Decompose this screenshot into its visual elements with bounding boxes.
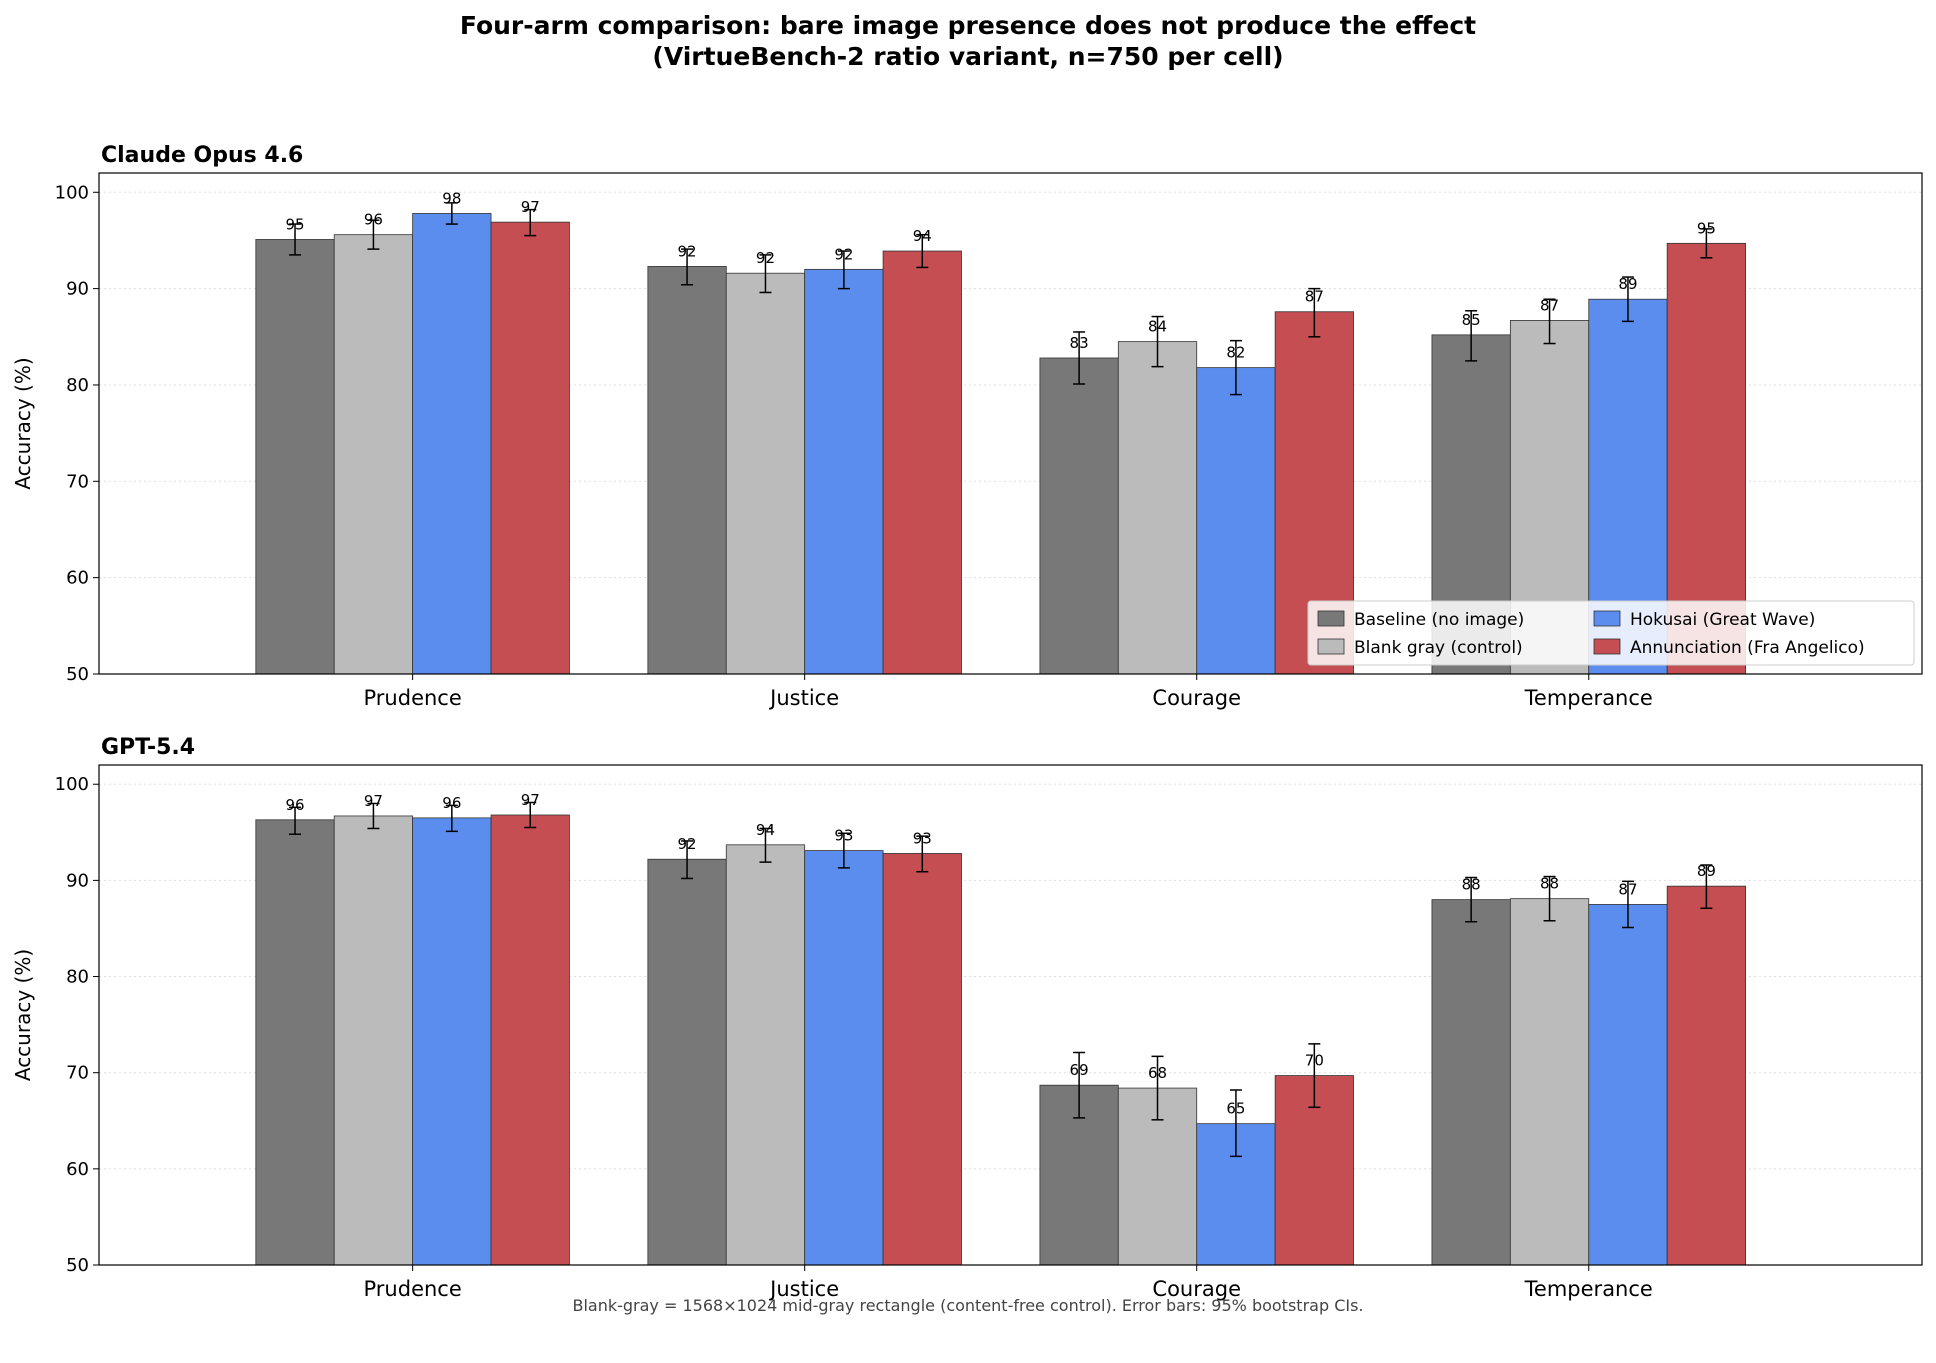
data-label: 92 — [756, 249, 775, 267]
data-label: 95 — [285, 215, 304, 233]
category-label: Prudence — [364, 686, 462, 710]
bar — [804, 268, 884, 675]
figure-title-line1: Four-arm comparison: bare image presence… — [460, 11, 1476, 40]
legend-label: Blank gray (control) — [1354, 638, 1523, 658]
legend-swatch — [1317, 610, 1345, 627]
bar — [490, 814, 570, 1266]
data-label: 92 — [834, 245, 853, 263]
panel-gpt: 50 60 70 80 90 100 96 92 69 88 97 94 68 88 96 93 65 87 97 9… — [11, 735, 1923, 1301]
panel-claude-opus: 50 60 70 80 90 100 95 92 83 85 96 92 84 87 98 92 82 89 97 9… — [11, 143, 1923, 710]
y-tick-label: 50 — [66, 1255, 89, 1276]
legend-label: Hokusai (Great Wave) — [1630, 610, 1815, 630]
bar — [1431, 899, 1511, 1266]
bar — [255, 239, 335, 675]
y-tick-label: 100 — [55, 774, 89, 795]
data-label: 96 — [285, 796, 304, 814]
bar — [647, 266, 727, 675]
data-label: 87 — [1305, 288, 1324, 306]
bar — [882, 853, 962, 1266]
data-label: 87 — [1618, 880, 1637, 898]
category-label: Courage — [1152, 1277, 1241, 1301]
data-label: 96 — [364, 211, 383, 229]
y-tick-label: 70 — [66, 1063, 89, 1084]
legend-swatch — [1317, 638, 1345, 655]
category-label: Justice — [768, 686, 839, 710]
category-label: Temperance — [1524, 686, 1653, 710]
data-label: 95 — [1697, 219, 1716, 237]
bar — [1117, 341, 1198, 675]
bar — [1588, 904, 1668, 1266]
y-tick-label: 60 — [66, 1159, 89, 1180]
bar — [255, 819, 335, 1266]
y-tick-label: 100 — [55, 182, 89, 203]
data-label: 93 — [913, 829, 932, 847]
data-label: 70 — [1305, 1052, 1324, 1070]
category-label: Courage — [1152, 686, 1241, 710]
legend-swatch — [1593, 638, 1621, 655]
y-tick-label: 70 — [66, 471, 89, 492]
bar — [333, 234, 414, 675]
data-label: 69 — [1070, 1061, 1089, 1079]
bar — [412, 817, 492, 1266]
data-label: 97 — [521, 791, 540, 809]
data-label: 85 — [1462, 311, 1481, 329]
data-label: 83 — [1070, 334, 1089, 352]
panel-title: Claude Opus 4.6 — [101, 143, 303, 168]
data-label: 89 — [1618, 275, 1637, 293]
y-tick-label: 50 — [66, 664, 89, 685]
legend-box — [1307, 600, 1915, 666]
bar — [1666, 885, 1746, 1266]
category-label: Prudence — [364, 1277, 462, 1301]
category-label: Justice — [768, 1277, 839, 1301]
data-label: 89 — [1697, 862, 1716, 880]
data-label: 65 — [1226, 1100, 1245, 1118]
data-label: 84 — [1148, 318, 1167, 336]
data-label: 92 — [678, 835, 697, 853]
data-label: 68 — [1148, 1064, 1167, 1082]
data-label: 87 — [1540, 296, 1559, 314]
bar — [412, 213, 492, 675]
axes-frame — [98, 764, 1923, 1266]
legend: Baseline (no image) Blank gray (control) H… — [1307, 600, 1915, 666]
legend-label: Annunciation (Fra Angelico) — [1630, 638, 1865, 658]
bar — [804, 850, 884, 1266]
y-tick-label: 60 — [66, 568, 89, 589]
data-label: 98 — [442, 189, 461, 207]
category-label: Temperance — [1524, 1277, 1653, 1301]
bar — [1509, 898, 1590, 1266]
data-label: 93 — [834, 827, 853, 845]
bar — [882, 250, 962, 675]
bar — [490, 221, 570, 675]
data-label: 88 — [1462, 876, 1481, 894]
data-label: 97 — [364, 792, 383, 810]
bar — [333, 815, 414, 1266]
y-tick-label: 80 — [66, 375, 89, 396]
y-axis-label: Accuracy (%) — [11, 949, 35, 1081]
data-label: 92 — [678, 242, 697, 260]
legend-label: Baseline (no image) — [1354, 610, 1524, 630]
bar — [725, 844, 806, 1266]
data-label: 96 — [442, 794, 461, 812]
data-label: 88 — [1540, 875, 1559, 893]
footnote: Blank-gray = 1568×1024 mid-gray rectangl… — [572, 1296, 1363, 1315]
data-label: 97 — [521, 198, 540, 216]
legend-swatch — [1593, 610, 1621, 627]
data-label: 82 — [1226, 344, 1245, 362]
bar — [1196, 367, 1276, 675]
bar — [1039, 357, 1119, 675]
bar — [725, 272, 806, 675]
data-label: 94 — [756, 821, 775, 839]
figure-title-line2: (VirtueBench-2 ratio variant, n=750 per … — [652, 42, 1283, 71]
data-label: 94 — [913, 227, 932, 245]
bar — [647, 858, 727, 1266]
y-axis-label: Accuracy (%) — [11, 357, 35, 489]
y-tick-label: 90 — [66, 870, 89, 891]
axes-frame — [98, 172, 1923, 675]
y-tick-label: 80 — [66, 967, 89, 988]
panel-title: GPT-5.4 — [101, 735, 195, 760]
y-tick-label: 90 — [66, 279, 89, 300]
